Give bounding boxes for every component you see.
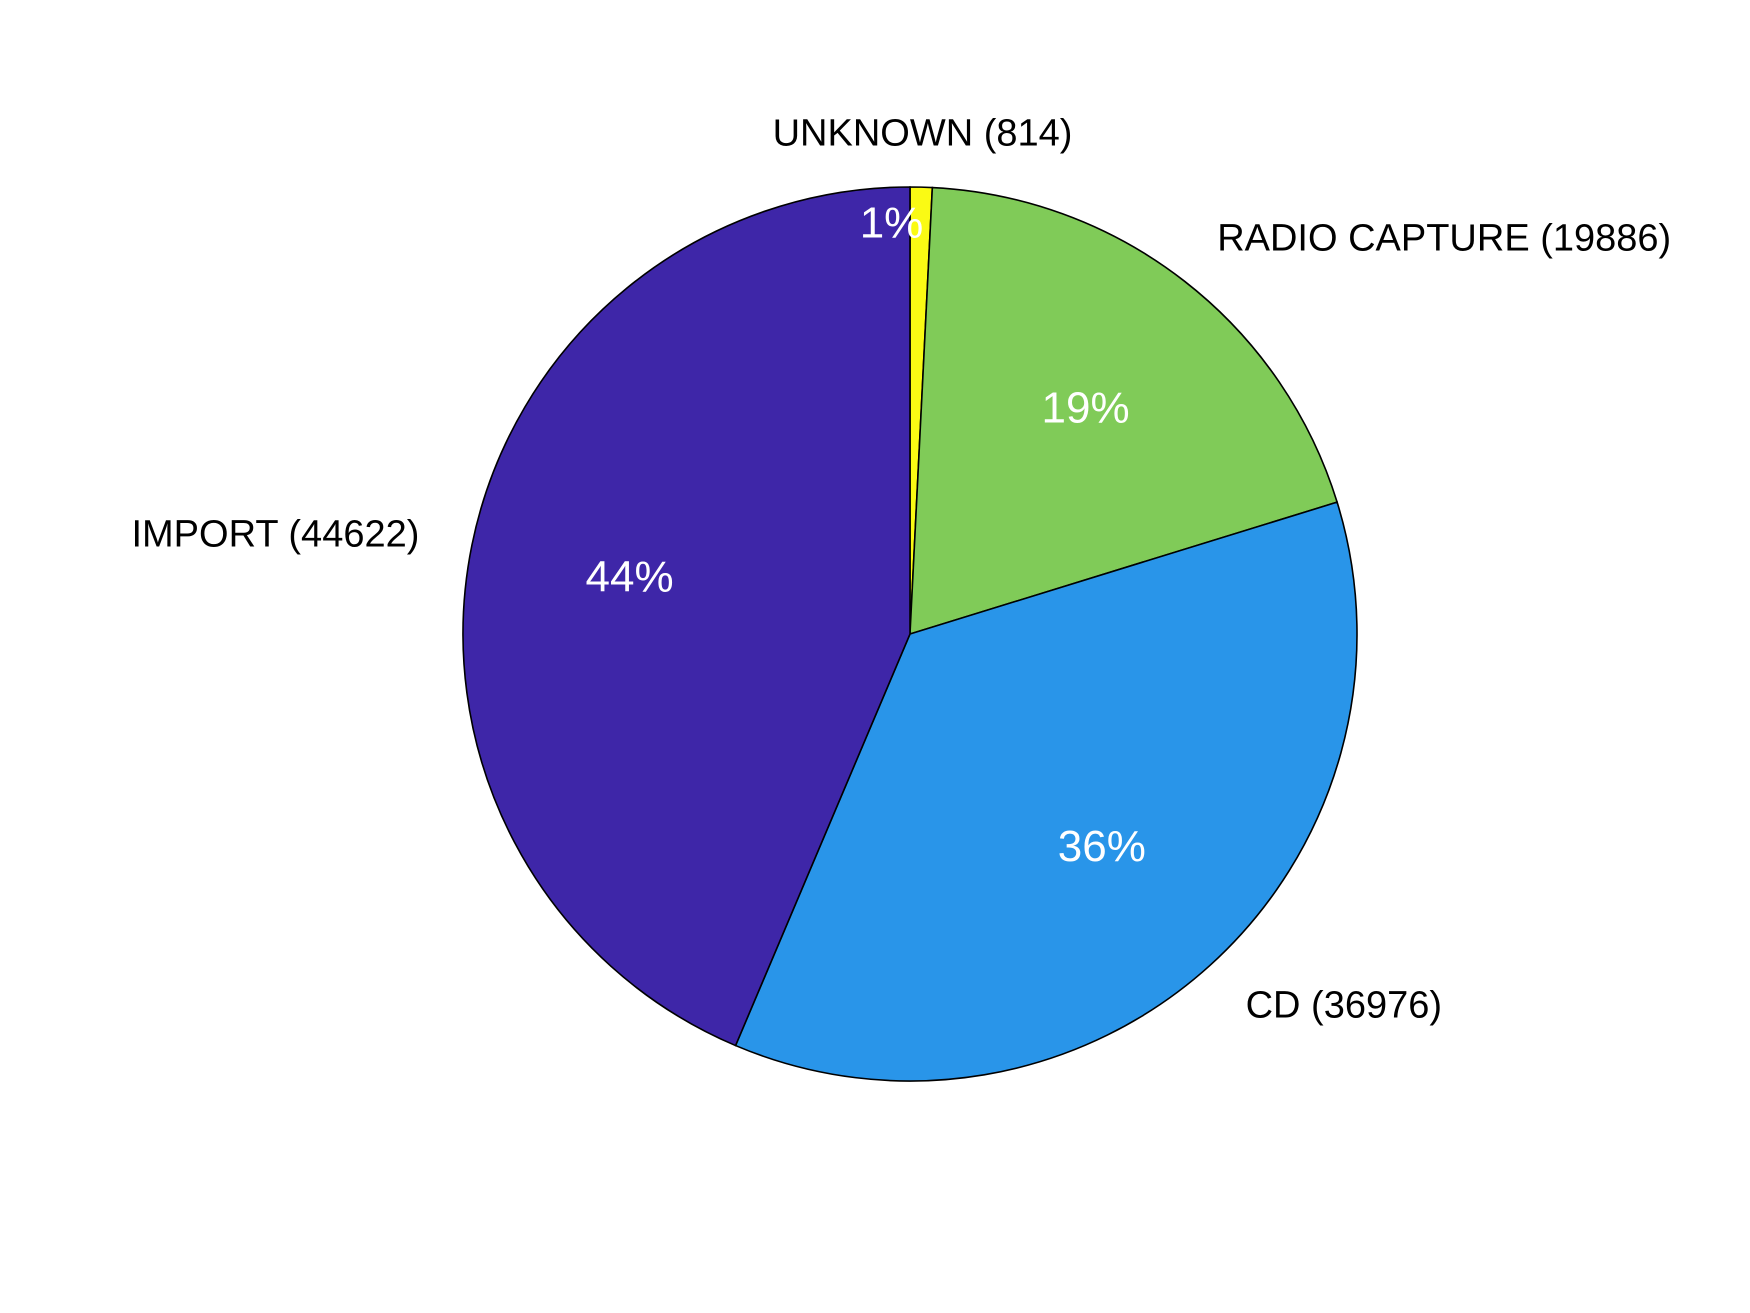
slices-layer: [462, 186, 1358, 1082]
category-labels-layer: UNKNOWN (814) RADIO CAPTURE (19886) CD (36…: [131, 113, 1671, 1027]
category-label-import: IMPORT (44622): [131, 513, 419, 555]
pie-slice-cd: [734, 501, 1358, 1082]
category-label-radio-capture: RADIO CAPTURE (19886): [1217, 218, 1671, 260]
percent-label-cd: 36%: [1058, 822, 1146, 871]
percent-labels-layer: 1% 19% 36% 44%: [586, 199, 1146, 871]
pie-slice-radio-capture: [909, 186, 1339, 636]
percent-label-import: 44%: [586, 553, 674, 602]
percent-label-radio-capture: 19%: [1042, 384, 1130, 433]
percent-label-unknown: 1%: [860, 199, 924, 248]
pie-slice-import: [462, 186, 911, 1047]
category-label-cd: CD (36976): [1246, 985, 1442, 1027]
category-label-unknown: UNKNOWN (814): [773, 113, 1073, 155]
